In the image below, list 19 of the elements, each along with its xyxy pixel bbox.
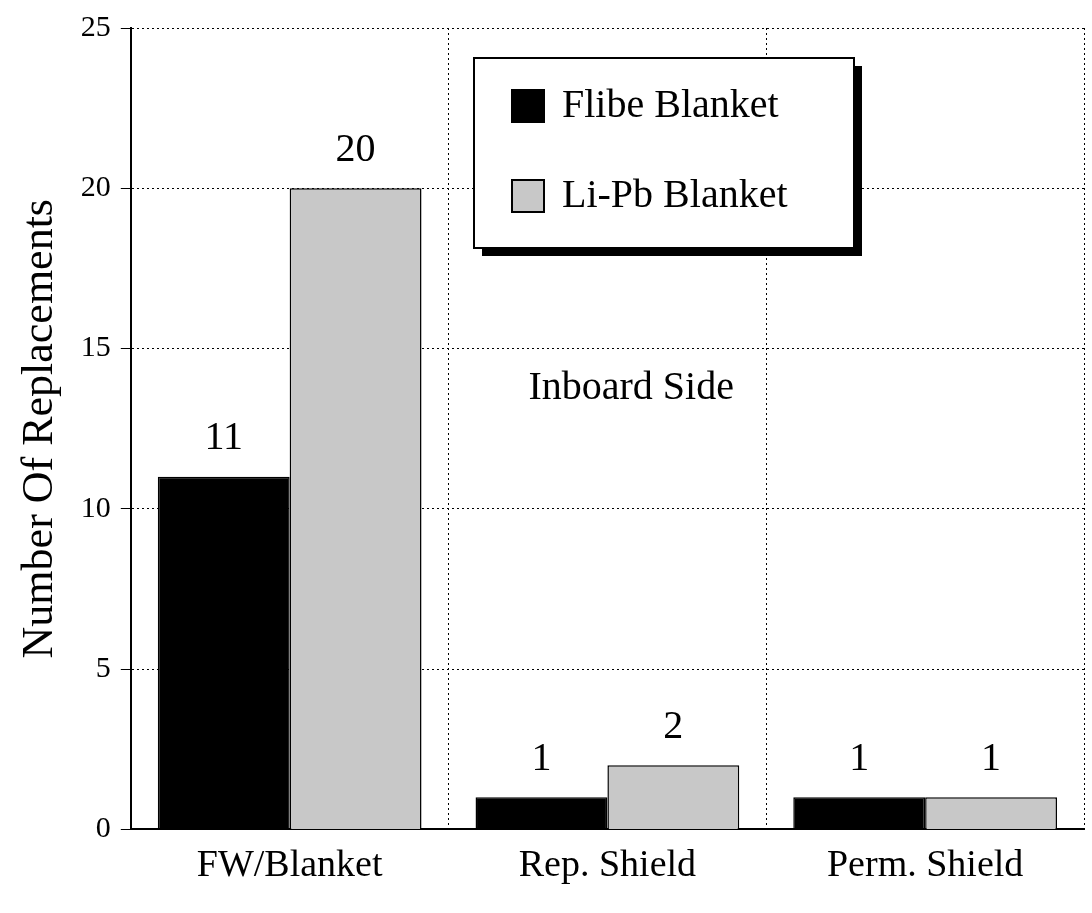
y-tick-label: 25 [80, 8, 111, 42]
legend-label: Li-Pb Blanket [562, 170, 788, 216]
legend-label: Flibe Blanket [562, 80, 779, 126]
data-label: 2 [663, 701, 684, 747]
data-label: 1 [531, 733, 552, 779]
y-tick-label: 15 [80, 329, 111, 363]
y-tick-label: 10 [80, 489, 111, 523]
data-label: 20 [335, 124, 376, 170]
y-tick-label: 0 [95, 810, 111, 844]
x-tick-label: Perm. Shield [826, 842, 1024, 885]
annotation: Inboard Side [528, 363, 734, 409]
y-tick-label: 5 [95, 649, 111, 683]
y-tick-label: 20 [80, 169, 111, 203]
x-tick-label: Rep. Shield [518, 842, 697, 885]
y-axis-title: Number Of Replacements [12, 199, 62, 659]
data-label: 1 [849, 733, 870, 779]
data-label: 11 [204, 413, 243, 459]
data-label: 1 [981, 733, 1002, 779]
x-tick-label: FW/Blanket [196, 842, 383, 885]
